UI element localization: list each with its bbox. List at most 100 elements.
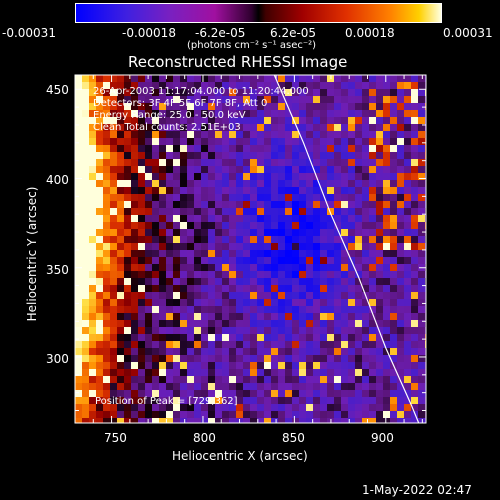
heatmap-cell [278,208,286,216]
heatmap-cell [208,243,216,251]
heatmap-cell [194,138,202,146]
heatmap-cell [362,243,370,251]
heatmap-cell [103,110,111,118]
heatmap-cell [180,201,188,209]
heatmap-cell [264,180,272,188]
heatmap-cell [173,411,181,419]
heatmap-cell [355,215,363,223]
heatmap-cell [271,96,279,104]
heatmap-cell [236,159,244,167]
heatmap-cell [229,418,237,423]
heatmap-cell [257,278,265,286]
heatmap-cell [229,145,237,153]
heatmap-cell [341,236,349,244]
heatmap-cell [222,208,230,216]
heatmap-cell [194,334,202,342]
heatmap-cell [201,243,209,251]
heatmap-cell [306,362,314,370]
heatmap-cell [292,194,300,202]
heatmap-cell [117,236,125,244]
heatmap-cell [145,166,153,174]
heatmap-cell [89,376,97,384]
heatmap-cell [313,271,321,279]
heatmap-cell [250,404,258,412]
heatmap-cell [236,250,244,258]
heatmap-cell [138,376,146,384]
heatmap-cell [285,397,293,405]
heatmap-cell [376,369,384,377]
heatmap-cell [334,397,342,405]
heatmap-cell [418,341,426,349]
heatmap-cell [131,187,139,195]
heatmap-cell [103,229,111,237]
heatmap-cell [215,194,223,202]
heatmap-cell [327,334,335,342]
heatmap-cell [348,243,356,251]
heatmap-cell [397,334,405,342]
heatmap-cell [89,89,97,97]
heatmap-cell [418,89,426,97]
heatmap-cell [201,327,209,335]
heatmap-cell [222,117,230,125]
heatmap-cell [194,257,202,265]
heatmap-cell [334,341,342,349]
heatmap-cell [271,278,279,286]
heatmap-cell [390,390,398,398]
heatmap-cell [411,159,419,167]
heatmap-cell [131,411,139,419]
heatmap-cell [82,236,90,244]
heatmap-cell [117,96,125,104]
heatmap-cell [257,397,265,405]
heatmap-cell [264,82,272,90]
heatmap-cell [201,341,209,349]
heatmap-cell [89,222,97,230]
heatmap-cell [152,131,160,139]
heatmap-cell [96,292,104,300]
heatmap-cell [292,222,300,230]
heatmap-cell [89,355,97,363]
heatmap-cell [341,75,349,83]
heatmap-cell [257,222,265,230]
heatmap-cell [187,187,195,195]
heatmap-cell [327,250,335,258]
heatmap-cell [215,159,223,167]
heatmap-cell [376,376,384,384]
heatmap-cell [201,82,209,90]
heatmap-cell [390,117,398,125]
heatmap-cell [320,285,328,293]
heatmap-cell [348,222,356,230]
heatmap-cell [334,152,342,160]
heatmap-cell [215,390,223,398]
heatmap-cell [376,82,384,90]
heatmap-cell [348,327,356,335]
heatmap-cell [236,271,244,279]
heatmap-cell [152,159,160,167]
heatmap-cell [355,411,363,419]
heatmap-cell [124,369,132,377]
heatmap-cell [257,355,265,363]
heatmap-cell [390,103,398,111]
heatmap-cell [222,166,230,174]
heatmap-cell [82,110,90,118]
heatmap-cell [131,355,139,363]
heatmap-cell [278,264,286,272]
heatmap-cell [96,187,104,195]
heatmap-cell [257,243,265,251]
heatmap-cell [103,75,111,83]
heatmap-cell [243,124,251,132]
heatmap-cell [145,285,153,293]
heatmap-cell [404,96,412,104]
heatmap-cell [285,383,293,391]
heatmap-cell [131,285,139,293]
heatmap-cell [397,376,405,384]
heatmap-cell [75,271,83,279]
heatmap-cell [390,397,398,405]
heatmap-cell [215,96,223,104]
heatmap-cell [96,124,104,132]
heatmap-cell [369,257,377,265]
heatmap-cell [138,82,146,90]
heatmap-cell [362,229,370,237]
heatmap-cell [341,341,349,349]
heatmap-cell [201,103,209,111]
heatmap-cell [124,285,132,293]
